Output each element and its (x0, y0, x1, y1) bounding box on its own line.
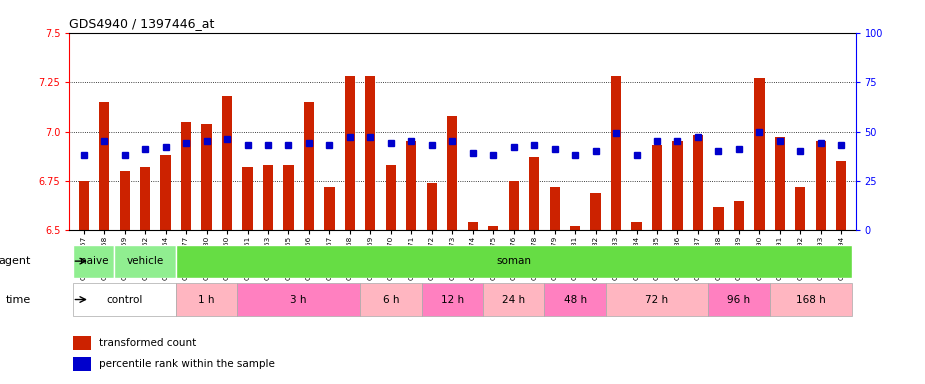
Bar (73, 245, 115, 278)
Text: 72 h: 72 h (646, 295, 669, 305)
Text: percentile rank within the sample: percentile rank within the sample (99, 359, 275, 369)
Bar (816, 141, 826, 230)
Bar (709, 283, 770, 316)
Bar (283, 165, 293, 230)
Bar (181, 122, 191, 230)
Bar (386, 165, 396, 230)
Bar (447, 116, 457, 230)
Bar (775, 137, 785, 230)
Bar (549, 187, 560, 230)
Bar (73, 336, 91, 350)
Bar (303, 102, 315, 230)
Bar (545, 283, 606, 316)
Bar (796, 187, 806, 230)
Bar (345, 76, 355, 230)
Bar (468, 222, 478, 230)
Text: 48 h: 48 h (563, 295, 586, 305)
Bar (406, 141, 416, 230)
Bar (161, 155, 171, 230)
Bar (238, 283, 360, 316)
Bar (509, 181, 519, 230)
Bar (263, 165, 273, 230)
Bar (99, 102, 109, 230)
Text: 12 h: 12 h (440, 295, 463, 305)
Bar (422, 283, 483, 316)
Bar (693, 136, 703, 230)
Bar (672, 141, 683, 230)
Text: naive: naive (80, 256, 108, 266)
Bar (713, 207, 723, 230)
Text: 3 h: 3 h (290, 295, 307, 305)
Bar (570, 227, 580, 230)
Bar (222, 96, 232, 230)
Bar (242, 167, 253, 230)
Text: 6 h: 6 h (383, 295, 399, 305)
Text: control: control (106, 295, 142, 305)
Text: 96 h: 96 h (727, 295, 750, 305)
Bar (426, 183, 437, 230)
Bar (610, 76, 622, 230)
Bar (360, 283, 422, 316)
Text: 1 h: 1 h (198, 295, 215, 305)
Text: 24 h: 24 h (502, 295, 525, 305)
Text: vehicle: vehicle (127, 256, 164, 266)
Bar (79, 181, 89, 230)
Bar (483, 283, 545, 316)
Bar (73, 357, 91, 371)
Text: 168 h: 168 h (796, 295, 825, 305)
Text: time: time (6, 295, 31, 305)
Bar (73, 283, 176, 316)
Bar (119, 171, 130, 230)
Bar (529, 157, 539, 230)
Bar (202, 124, 212, 230)
Bar (734, 201, 744, 230)
Bar (836, 161, 846, 230)
Text: transformed count: transformed count (99, 338, 196, 348)
Bar (325, 187, 335, 230)
Text: soman: soman (496, 256, 531, 266)
Bar (590, 193, 600, 230)
Bar (488, 227, 499, 230)
Bar (652, 146, 662, 230)
Bar (140, 167, 150, 230)
Text: GDS4940 / 1397446_at: GDS4940 / 1397446_at (69, 17, 215, 30)
Bar (115, 245, 176, 278)
Bar (176, 283, 238, 316)
Text: agent: agent (0, 256, 31, 266)
Bar (770, 283, 852, 316)
Bar (365, 76, 376, 230)
Bar (632, 222, 642, 230)
Bar (754, 78, 764, 230)
Bar (606, 283, 709, 316)
Bar (176, 245, 852, 278)
